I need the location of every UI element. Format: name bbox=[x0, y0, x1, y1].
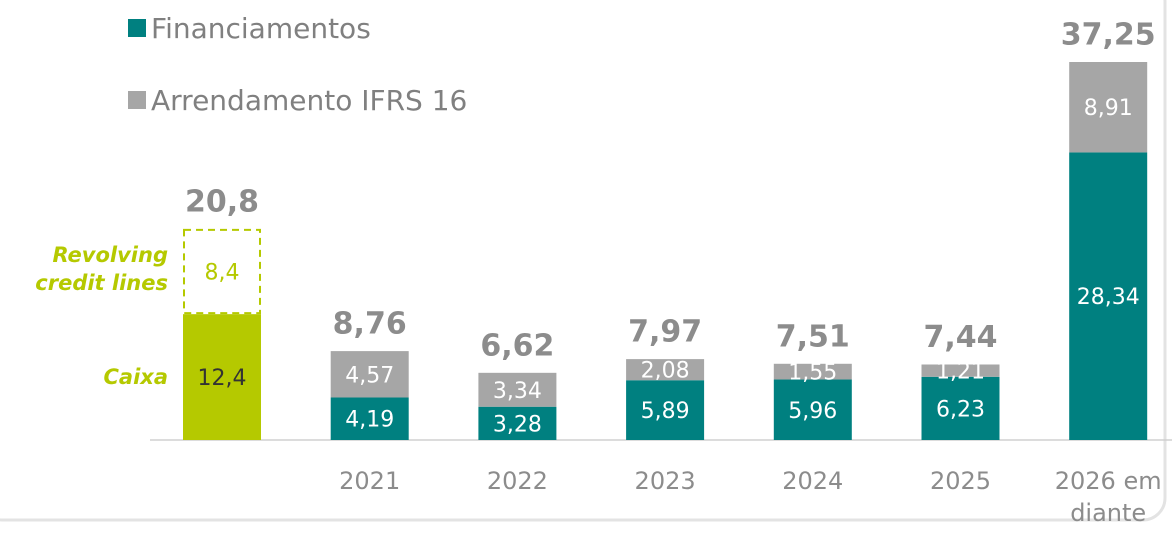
segment-label: 1,55 bbox=[788, 361, 837, 386]
legend-label: Financiamentos bbox=[151, 12, 371, 45]
total-label: 37,25 bbox=[1061, 18, 1156, 53]
bar-segment bbox=[626, 380, 705, 440]
x-tick-label: 2026 em diante bbox=[1054, 467, 1162, 527]
x-tick-label: 2022 bbox=[486, 467, 548, 495]
series-annotation: Caixa bbox=[103, 365, 169, 390]
bar-segment bbox=[773, 379, 852, 440]
total-label: 20,8 bbox=[185, 184, 259, 219]
bar-segment bbox=[330, 351, 409, 398]
bar-segment bbox=[478, 406, 557, 440]
total-label: 7,97 bbox=[628, 315, 702, 350]
x-tick-label: 2024 bbox=[782, 467, 844, 495]
total-label: 7,51 bbox=[776, 319, 850, 354]
legend-label: Arrendamento IFRS 16 bbox=[151, 84, 467, 117]
bar-segment bbox=[478, 372, 557, 407]
bar-segment bbox=[921, 376, 1000, 440]
x-tick-label: 2023 bbox=[634, 467, 696, 495]
x-tick-label: 2021 bbox=[339, 467, 401, 495]
legend-swatch bbox=[128, 19, 146, 37]
segment-label: 6,23 bbox=[936, 397, 985, 422]
segment-label: 5,89 bbox=[641, 399, 690, 424]
total-label: 8,76 bbox=[333, 307, 407, 342]
segment-label: 8,4 bbox=[205, 261, 240, 286]
bar-segment bbox=[921, 364, 1000, 377]
bar-segment bbox=[626, 359, 705, 381]
segment-label: 3,34 bbox=[493, 379, 542, 404]
frame bbox=[0, 0, 1167, 522]
bar-segment bbox=[773, 363, 852, 380]
segment-label: 4,19 bbox=[345, 408, 394, 433]
segment-label: 2,08 bbox=[641, 359, 690, 384]
segment-label: 12,4 bbox=[198, 366, 247, 391]
bar-segment bbox=[1069, 152, 1148, 440]
bar-segment bbox=[183, 314, 261, 440]
legend-swatch bbox=[128, 91, 146, 109]
segment-label: 28,34 bbox=[1077, 285, 1140, 310]
total-label: 7,44 bbox=[923, 320, 997, 355]
segment-label: 1,21 bbox=[936, 360, 985, 385]
bar-segment bbox=[1069, 62, 1148, 153]
x-tick-label: 2025 bbox=[929, 467, 992, 495]
segment-label: 3,28 bbox=[493, 412, 542, 437]
series-annotation: Revolving credit lines bbox=[35, 242, 168, 295]
segment-label: 4,57 bbox=[345, 363, 394, 388]
total-label: 6,62 bbox=[480, 328, 554, 363]
bar-segment bbox=[330, 397, 409, 440]
segment-label: 5,96 bbox=[788, 399, 837, 424]
dashed-bar-segment bbox=[183, 228, 261, 315]
segment-label: 8,91 bbox=[1084, 96, 1133, 121]
